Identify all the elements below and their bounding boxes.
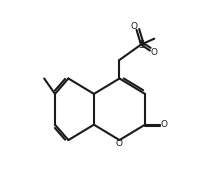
Text: O: O	[161, 120, 168, 129]
Text: O: O	[150, 48, 157, 57]
Text: O: O	[116, 139, 123, 148]
Text: O: O	[131, 22, 138, 31]
Text: S: S	[138, 40, 144, 50]
